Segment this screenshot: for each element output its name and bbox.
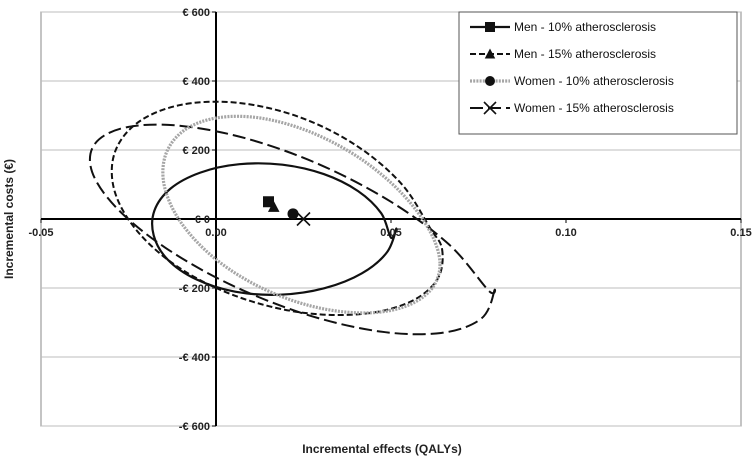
axes — [40, 11, 742, 427]
tick-labels: € 600 € 400 € 200 € 0 -€ 200 -€ 400 -€ 600 -0.0… — [28, 7, 751, 433]
data-point-circle — [287, 208, 299, 220]
legend-marker-stroke — [483, 101, 497, 115]
legend: Men - 10% atherosclerosis Men - 15% ather… — [458, 11, 738, 135]
legend-marker — [485, 76, 495, 86]
legend-label: Men - 10% atherosclerosis — [514, 20, 656, 34]
y-tick-label: € 400 — [182, 76, 210, 88]
legend-box — [458, 11, 738, 135]
y-tick-label: € 600 — [182, 7, 210, 19]
y-tick-label: -€ 600 — [179, 421, 210, 433]
data-point-x — [296, 211, 311, 227]
data-point-triangle — [267, 200, 280, 212]
y-axis-title: Incremental costs (€) — [2, 159, 16, 279]
confidence-ellipse — [161, 114, 442, 315]
y-tick-label: € 200 — [182, 145, 210, 157]
y-tick-label: € 0 — [195, 214, 210, 226]
x-tick-label: -0.05 — [28, 227, 53, 239]
ellipses — [88, 100, 497, 336]
data-point-square — [263, 196, 274, 208]
x-tick-label: 0.10 — [555, 227, 576, 239]
legend-label: Women - 10% atherosclerosis — [514, 74, 674, 88]
legend-label: Women - 15% atherosclerosis — [514, 101, 674, 115]
y-tick-label: -€ 400 — [179, 352, 210, 364]
x-tick-label: 0.00 — [205, 227, 226, 239]
legend-marker — [484, 48, 496, 59]
confidence-ellipse — [88, 123, 497, 336]
x-axis-title: Incremental effects (QALYs) — [302, 442, 462, 456]
legend-marker — [483, 101, 497, 115]
legend-label: Men - 15% atherosclerosis — [514, 47, 656, 61]
data-point-x-stroke — [296, 211, 311, 227]
points — [263, 196, 311, 227]
x-tick-label: 0.15 — [730, 227, 751, 239]
x-tick-label: 0.05 — [380, 227, 401, 239]
y-tick-label: -€ 200 — [179, 283, 210, 295]
confidence-ellipse — [151, 162, 398, 296]
legend-marker — [485, 22, 495, 32]
